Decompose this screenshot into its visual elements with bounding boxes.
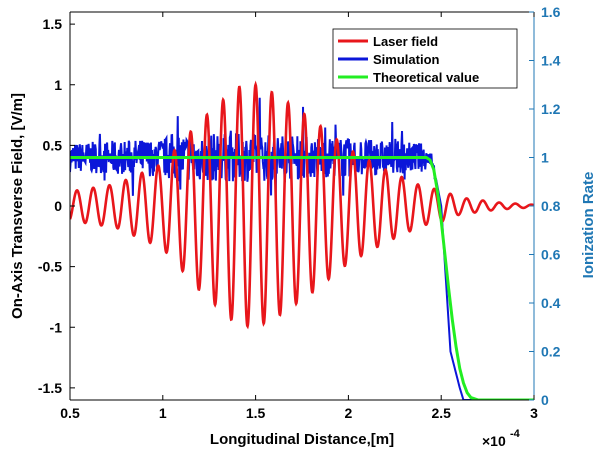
y-right-tick-label: 0.8 xyxy=(541,198,561,214)
y-left-tick-label: 1.5 xyxy=(43,16,63,32)
x-multiplier-exponent: -4 xyxy=(510,428,521,440)
legend: Laser field Simulation Theoretical value xyxy=(332,28,518,89)
x-tick-label: 2 xyxy=(345,405,353,421)
series-theoretical-value-line xyxy=(70,156,534,400)
y-left-tick-label: -0.5 xyxy=(38,259,62,275)
legend-label-theoretical-value: Theoretical value xyxy=(373,70,479,85)
legend-label-simulation: Simulation xyxy=(373,52,440,67)
y-right-tick-label: 0 xyxy=(541,392,549,408)
y-left-axis-ticks: -1.5 -1 -0.5 0 0.5 1 1.5 xyxy=(38,16,75,396)
y-left-tick-label: 0.5 xyxy=(43,137,63,153)
x-tick-label: 1.5 xyxy=(246,405,266,421)
y-right-tick-label: 0.4 xyxy=(541,295,561,311)
legend-label-laser-field: Laser field xyxy=(373,34,438,49)
y-right-axis-ticks: 0 0.2 0.4 0.6 0.8 1 1.2 1.4 1.6 xyxy=(529,4,561,408)
x-tick-label: 0.5 xyxy=(60,405,80,421)
y-right-tick-label: 1 xyxy=(541,150,549,166)
x-tick-label: 1 xyxy=(159,405,167,421)
y-left-tick-label: -1 xyxy=(50,319,63,335)
y-left-tick-label: 0 xyxy=(54,198,62,214)
y-right-tick-label: 0.6 xyxy=(541,247,561,263)
y-left-tick-label: 1 xyxy=(54,77,62,93)
y-left-tick-label: -1.5 xyxy=(38,380,62,396)
plot-series-group xyxy=(70,80,534,400)
x-tick-label: 3 xyxy=(530,405,538,421)
y-right-tick-label: 0.2 xyxy=(541,344,561,360)
x-axis-ticks: 0.5 1 1.5 2 2.5 3 xyxy=(60,12,538,421)
x-multiplier: ×10 -4 xyxy=(482,428,521,449)
y-right-tick-label: 1.2 xyxy=(541,101,561,117)
x-axis-label: Longitudinal Distance,[m] xyxy=(210,431,394,448)
series-laser-field-line xyxy=(70,80,534,330)
x-multiplier-base: ×10 xyxy=(482,433,506,449)
y-left-axis-label: On-Axis Transverse Field, [V/m] xyxy=(9,93,26,319)
y-right-tick-label: 1.4 xyxy=(541,53,561,69)
y-right-tick-label: 1.6 xyxy=(541,4,561,20)
y-right-axis-label: Ionization Rate xyxy=(580,172,597,279)
x-tick-label: 2.5 xyxy=(431,405,451,421)
